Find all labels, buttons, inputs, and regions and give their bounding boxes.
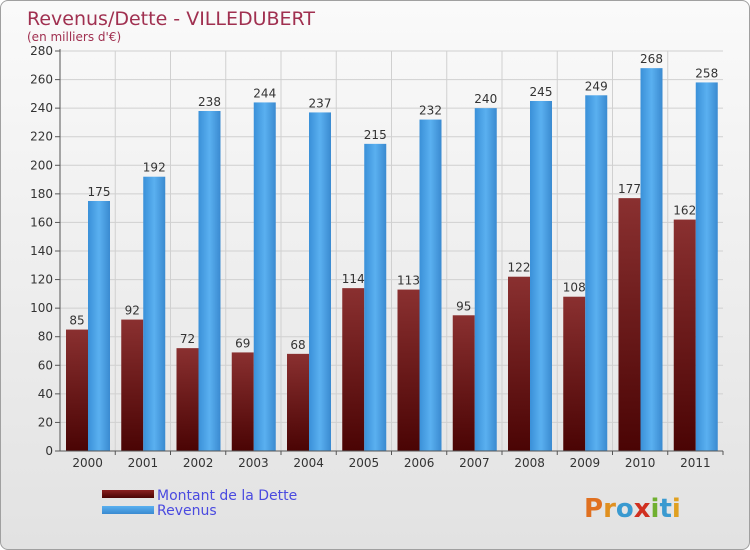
bar-debt-2002 [176, 348, 199, 451]
value-label-debt-2007: 95 [456, 299, 471, 313]
x-tick-label-2006: 2006 [404, 456, 435, 470]
bar-debt-2001 [121, 319, 144, 451]
chart-subtitle: (en milliers d'€) [27, 30, 121, 44]
x-tick-label-2009: 2009 [570, 456, 601, 470]
value-label-debt-2003: 69 [235, 336, 250, 350]
x-tick-label-2003: 2003 [238, 456, 269, 470]
legend: Montant de la Dette Revenus [102, 488, 297, 519]
bar-revenus-2008 [530, 101, 552, 451]
bar-revenus-2006 [419, 119, 442, 452]
x-tick-label-2011: 2011 [680, 456, 711, 470]
x-tick-label-2005: 2005 [349, 456, 380, 470]
value-label-revenus-2000: 175 [88, 185, 111, 199]
y-tick-label-140: 140 [30, 244, 53, 258]
y-tick-label-240: 240 [30, 101, 53, 115]
bar-revenus-2004 [309, 112, 331, 451]
bar-debt-2011 [673, 219, 696, 451]
bar-revenus-2009 [585, 95, 608, 452]
bar-revenus-2010 [640, 68, 663, 452]
y-tick-label-40: 40 [38, 387, 53, 401]
bar-revenus-2002 [198, 111, 221, 451]
y-tick-label-280: 280 [30, 44, 53, 58]
value-label-debt-2011: 162 [673, 204, 696, 218]
value-label-debt-2004: 68 [290, 338, 305, 352]
legend-label-debt: Montant de la Dette [157, 488, 297, 504]
value-labels: 85 175 92 192 72 238 69 244 68 237 114 215 113 232 95 2… [69, 52, 718, 352]
x-tick-label-2010: 2010 [625, 456, 656, 470]
y-tick-label-20: 20 [38, 415, 53, 429]
bar-debt-2003 [231, 352, 254, 451]
grid-lines [60, 50, 723, 451]
value-label-revenus-2011: 258 [695, 66, 718, 80]
bar-revenus-2000 [88, 201, 110, 451]
axes [55, 49, 724, 455]
value-label-revenus-2001: 192 [143, 161, 166, 175]
y-tick-label-260: 260 [30, 73, 53, 87]
value-label-revenus-2010: 268 [640, 52, 663, 66]
y-tick-label-160: 160 [30, 215, 53, 229]
legend-swatch-revenus [102, 506, 154, 514]
logo-letter-r: r [603, 494, 616, 524]
value-label-debt-2006: 113 [397, 274, 420, 288]
value-label-debt-2002: 72 [180, 332, 195, 346]
bars [66, 68, 718, 452]
bar-revenus-2003 [253, 102, 276, 451]
x-tick-label-2000: 2000 [72, 456, 103, 470]
value-label-revenus-2004: 237 [309, 96, 332, 110]
logo-letter-i2: i [672, 494, 681, 524]
x-tick-label-2001: 2001 [128, 456, 159, 470]
y-tick-label-220: 220 [30, 130, 53, 144]
y-tick-label-0: 0 [45, 444, 53, 458]
value-label-debt-2005: 114 [342, 272, 365, 286]
legend-label-revenus: Revenus [157, 503, 217, 519]
bar-debt-2007 [452, 315, 475, 451]
bar-debt-2005 [342, 288, 365, 451]
chart-title: Revenus/Dette - VILLEDUBERT [27, 8, 315, 30]
bar-revenus-2001 [143, 176, 166, 451]
logo-letter-p: P [584, 494, 603, 524]
value-label-revenus-2003: 244 [253, 86, 276, 100]
value-label-revenus-2007: 240 [474, 92, 497, 106]
bar-debt-2010 [618, 198, 641, 451]
y-tick-label-100: 100 [30, 301, 53, 315]
bar-revenus-2007 [474, 108, 497, 452]
bar-debt-2000 [66, 329, 88, 451]
y-tick-label-80: 80 [38, 330, 53, 344]
x-tick-labels: 2000 2001 2002 2003 2004 2005 2006 2007 2008 2009… [72, 456, 710, 470]
value-label-debt-2008: 122 [508, 261, 531, 275]
value-label-revenus-2005: 215 [364, 128, 387, 142]
x-tick-label-2002: 2002 [183, 456, 214, 470]
bar-debt-2004 [287, 353, 309, 451]
logo-letter-x: x [634, 494, 651, 524]
value-label-debt-2001: 92 [125, 304, 140, 318]
value-label-debt-2010: 177 [618, 182, 641, 196]
bar-debt-2008 [508, 276, 530, 451]
x-tick-label-2007: 2007 [459, 456, 490, 470]
logo-letter-t: t [659, 494, 671, 524]
bar-revenus-2011 [695, 82, 718, 451]
bar-debt-2006 [397, 289, 420, 451]
legend-swatch-debt [102, 490, 154, 498]
value-label-revenus-2009: 249 [585, 79, 608, 93]
value-label-debt-2009: 108 [563, 281, 586, 295]
proxiti-logo: Proxiti [584, 494, 681, 524]
y-tick-label-120: 120 [30, 273, 53, 287]
value-label-revenus-2002: 238 [198, 95, 221, 109]
logo-letter-o: o [616, 494, 634, 524]
logo-letter-i: i [651, 494, 660, 524]
x-tick-label-2004: 2004 [293, 456, 324, 470]
bar-debt-2009 [563, 296, 586, 451]
bar-revenus-2005 [364, 143, 387, 451]
y-tick-label-60: 60 [38, 358, 53, 372]
value-label-debt-2000: 85 [69, 314, 84, 328]
value-label-revenus-2006: 232 [419, 104, 442, 118]
y-tick-label-200: 200 [30, 158, 53, 172]
y-tick-label-180: 180 [30, 187, 53, 201]
value-label-revenus-2008: 245 [530, 85, 553, 99]
y-tick-labels: 0 20 40 60 80 100 120 140 160 180 200 220 240 260 280 [30, 44, 53, 458]
x-tick-label-2008: 2008 [514, 456, 545, 470]
